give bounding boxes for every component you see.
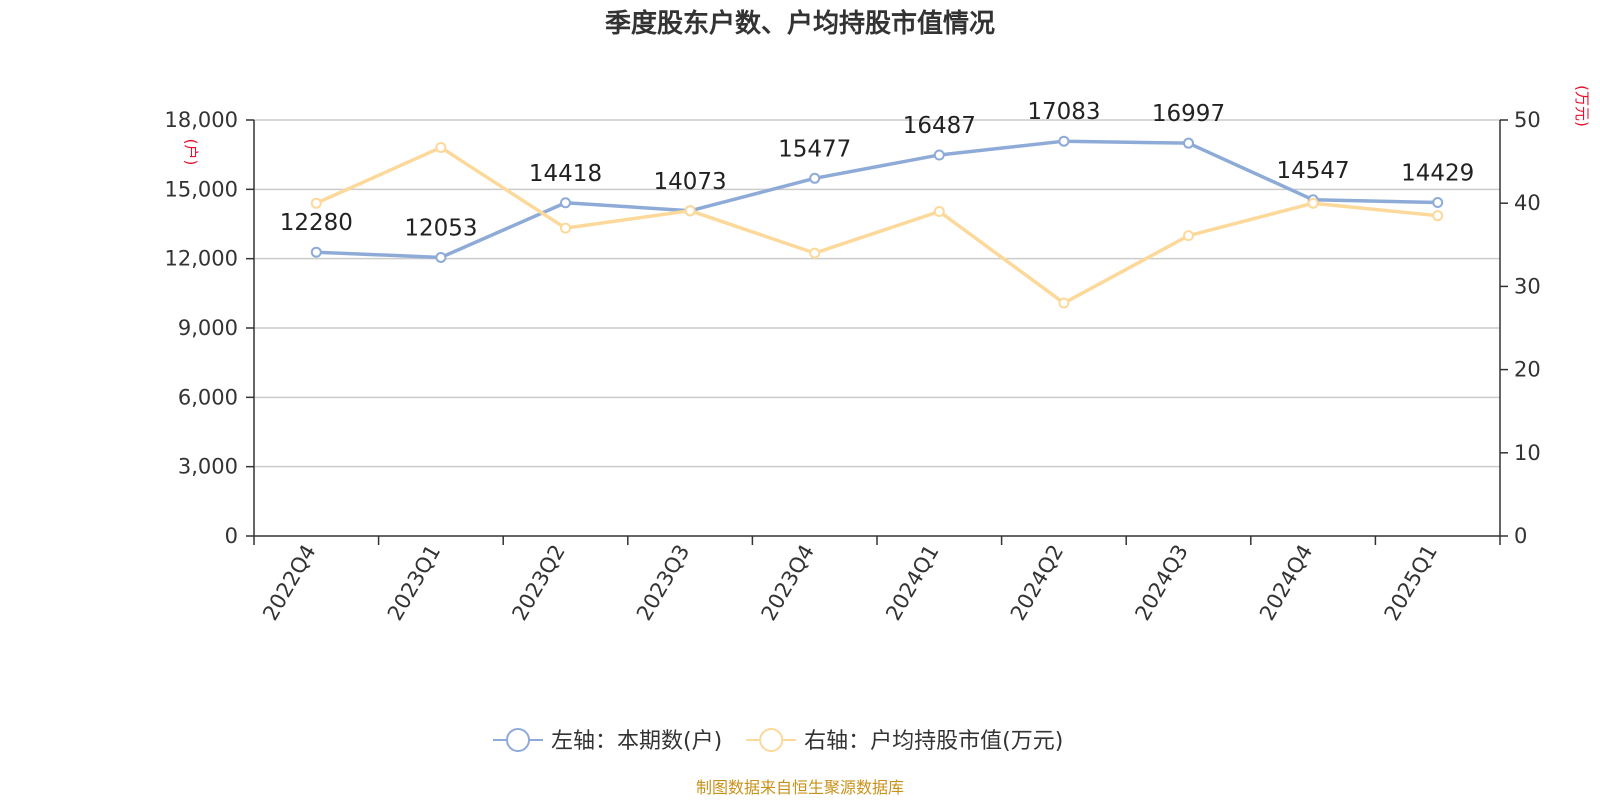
right-axis-tick-label: 0 — [1514, 524, 1527, 548]
left-axis-unit: (户) — [182, 139, 200, 166]
x-axis-tick-label: 2023Q2 — [507, 541, 569, 625]
x-axis-tick-label: 2024Q1 — [881, 541, 943, 625]
series-line-2 — [315, 145, 1438, 305]
series-1-data-label: 14547 — [1277, 158, 1350, 184]
series-1-data-label: 17083 — [1027, 99, 1100, 125]
series-1-point[interactable] — [435, 251, 447, 263]
left-axis-tick-label: 18,000 — [165, 108, 238, 132]
x-axis-tick-label: 2023Q3 — [632, 541, 694, 625]
right-axis-tick-label: 10 — [1514, 441, 1541, 465]
series-2-point[interactable] — [809, 247, 821, 259]
legend-label-2: 右轴：户均持股市值(万元) — [804, 729, 1063, 754]
grid-lines — [254, 119, 1500, 468]
legend-marker-1 — [506, 728, 530, 752]
right-axis-unit: (万元) — [1573, 85, 1591, 127]
series-1-data-label: 16997 — [1152, 101, 1225, 127]
chart-title: 季度股东户数、户均持股市值情况 — [605, 8, 995, 39]
series-2-point[interactable] — [1183, 230, 1194, 242]
right-axis-tick-label: 20 — [1514, 358, 1541, 382]
series-2-point[interactable] — [1058, 297, 1070, 309]
series-1-point[interactable] — [933, 149, 945, 161]
right-axis-tick-label: 40 — [1514, 191, 1541, 215]
series-1-point[interactable] — [560, 197, 571, 209]
series-1-data-label: 16487 — [903, 113, 976, 139]
source-note: 制图数据来自恒生聚源数据库 — [696, 778, 904, 797]
series-2-point[interactable] — [310, 197, 322, 209]
left-axis-tick-label: 9,000 — [178, 316, 238, 340]
series-2-point[interactable] — [560, 222, 571, 234]
series-1-data-label: 14429 — [1401, 161, 1474, 187]
legend-item-2[interactable]: 右轴：户均持股市值(万元) — [746, 728, 1063, 754]
series-2-point[interactable] — [435, 141, 447, 153]
x-axis-tick-label: 2024Q3 — [1130, 541, 1192, 625]
left-axis-tick-label: 12,000 — [165, 247, 238, 271]
legend-marker-2 — [759, 728, 784, 752]
series-2-point[interactable] — [933, 206, 945, 218]
x-axis-tick-label: 2023Q1 — [383, 541, 445, 625]
series-layer: 12280 12053 14418 14073 15477 16487 17083 16997… — [280, 99, 1474, 309]
series-line-1 — [316, 139, 1438, 260]
series-2-point[interactable] — [684, 205, 696, 217]
series-1-data-label: 14418 — [529, 161, 602, 187]
axes: 0 3,000 6,000 9,000 12,000 15,000 18,000 0 10 20 3… — [165, 108, 1541, 625]
x-axis-tick-label: 2024Q2 — [1006, 541, 1068, 625]
right-axis-tick-label: 50 — [1514, 108, 1541, 132]
left-axis-tick-label: 6,000 — [178, 385, 238, 409]
left-axis-tick-label: 3,000 — [178, 455, 238, 479]
x-axis-tick-label: 2025Q1 — [1380, 541, 1442, 625]
series-1-data-label: 12053 — [404, 215, 477, 241]
series-1-point[interactable] — [310, 246, 322, 258]
x-axis-tick-label: 2023Q4 — [757, 541, 819, 625]
series-1-point[interactable] — [1432, 197, 1444, 209]
legend-label-1: 左轴：本期数(户) — [551, 729, 722, 754]
series-1-point[interactable] — [1183, 137, 1194, 149]
series-1-point[interactable] — [1058, 135, 1070, 147]
series-1-data-label: 12280 — [280, 210, 353, 236]
series-1-data-label: 14073 — [654, 169, 727, 195]
right-axis-tick-label: 30 — [1514, 274, 1541, 298]
left-axis-tick-label: 0 — [225, 524, 238, 548]
x-axis-tick-label: 2022Q4 — [258, 541, 320, 625]
legend-item-1[interactable]: 左轴：本期数(户) — [493, 728, 722, 754]
legend[interactable]: 左轴：本期数(户) 右轴：户均持股市值(万元) — [493, 728, 1063, 754]
series-1-data-label: 15477 — [778, 136, 851, 162]
series-1-point[interactable] — [809, 172, 821, 184]
series-2-point[interactable] — [1432, 210, 1444, 222]
series-2-point[interactable] — [1307, 197, 1319, 209]
x-axis-tick-label: 2024Q4 — [1255, 541, 1317, 625]
left-axis-tick-label: 15,000 — [165, 177, 238, 201]
